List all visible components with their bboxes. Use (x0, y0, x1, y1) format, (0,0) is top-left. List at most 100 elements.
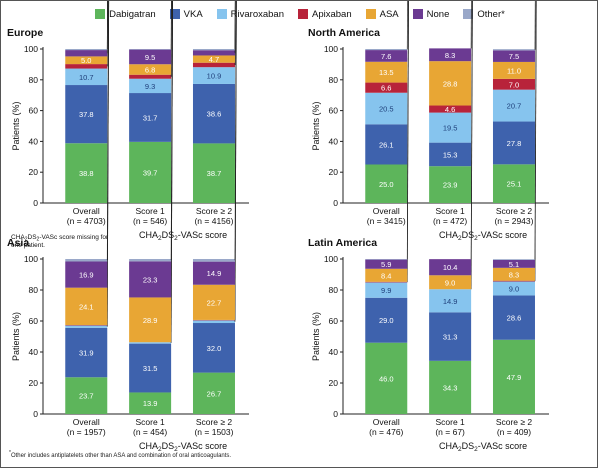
bar-segment (192, 261, 235, 285)
data-label: 23.9 (443, 181, 458, 190)
data-label: 25.1 (507, 180, 522, 189)
chart-note: CHA2DS2-VASc score missing for (11, 234, 109, 243)
bar-segment (365, 282, 408, 298)
data-label: 26.7 (207, 389, 222, 398)
bar-segment (365, 297, 408, 343)
xlabel-part: -VASc score (178, 230, 227, 240)
bar-segment (65, 68, 108, 86)
xlabel-part: -VASc score (178, 441, 227, 451)
data-label: 27.8 (507, 139, 522, 148)
bar-segment (129, 74, 172, 79)
legend-swatch (365, 9, 376, 19)
x-tick-label: Score ≥ 2 (496, 417, 533, 427)
bar-segment (492, 164, 535, 203)
y-tick-label: 60 (329, 316, 339, 326)
bar-segment (492, 267, 535, 281)
chart-note-part: CHA (11, 234, 25, 241)
data-label: 31.9 (79, 349, 94, 358)
bar-segment (365, 92, 408, 125)
legend-item-asa: ASA (365, 9, 399, 20)
data-label: 47.9 (507, 373, 522, 382)
legend-swatch (463, 9, 474, 19)
data-label: 37.8 (79, 110, 94, 119)
bar-segment (365, 259, 408, 269)
data-label: 7.0 (509, 80, 519, 89)
bar-segment (65, 64, 108, 69)
data-label: 9.0 (445, 278, 455, 287)
y-tick-label: 0 (333, 198, 338, 208)
bar-segment (429, 289, 472, 313)
bar-segment (429, 259, 472, 276)
x-tick-n: (n = 454) (133, 427, 167, 437)
legend: Dabigatran VKA Rivaroxaban Apixaban ASA None O… (1, 4, 599, 24)
xlabel-part: CHA (439, 441, 458, 451)
bar-segment (129, 392, 172, 414)
data-label: 16.9 (79, 271, 94, 280)
data-label: 4.7 (209, 55, 219, 64)
xlabel-part: 2 (158, 235, 162, 242)
x-tick-n: (n = 4703) (67, 216, 106, 226)
xlabel-part: 2 (458, 235, 462, 242)
bar-segment (65, 325, 108, 328)
data-label: 8.4 (381, 271, 391, 280)
bar-segment (492, 259, 535, 268)
bar-segment (365, 49, 408, 51)
xlabel-part: -VASc score (478, 441, 527, 451)
bar-segment (65, 50, 108, 57)
bar-segment (492, 50, 535, 62)
legend-item-apixaban: Apixaban (298, 9, 352, 20)
x-tick-n: (n = 472) (433, 216, 467, 226)
bar-segment (365, 281, 408, 283)
y-tick-label: 20 (329, 378, 339, 388)
bar-segment (429, 275, 472, 290)
bar-segment (492, 259, 535, 260)
label-leader (106, 1, 109, 261)
x-tick-label: Overall (73, 417, 100, 427)
chart-note-part: 2 (37, 237, 40, 243)
xlabel-part: DS (162, 230, 175, 240)
y-tick-label: 100 (24, 44, 38, 54)
x-axis-label: CHA2DS2-VASc score (439, 441, 527, 453)
chart-note-part: DS (28, 234, 38, 241)
bar-segment (192, 372, 235, 414)
data-label: 8.3 (509, 270, 519, 279)
y-tick-label: 20 (329, 167, 339, 177)
chart-note-part: 2 (25, 237, 28, 243)
legend-label: Dabigatran (109, 8, 156, 20)
label-leader (534, 1, 537, 260)
legend-swatch (412, 9, 423, 19)
bar-segment (365, 164, 408, 203)
footnote-marker: * (9, 450, 11, 456)
bar-segment (429, 312, 472, 361)
bar-segment (492, 89, 535, 122)
data-label: 22.7 (207, 298, 222, 307)
bar-segment (65, 85, 108, 144)
x-tick-label: Overall (73, 206, 100, 216)
bar-segment (492, 78, 535, 90)
xlabel-part: CHA (139, 441, 158, 451)
chart-note-part: -VASc score missing for (39, 234, 109, 241)
legend-swatch (169, 9, 180, 19)
data-label: 29.0 (379, 316, 394, 325)
bar-segment (192, 259, 235, 262)
y-tick-label: 20 (29, 167, 39, 177)
data-label: 34.3 (443, 383, 458, 392)
bar-segment (192, 284, 235, 320)
x-axis-label: CHA2DS2-VASc score (139, 441, 227, 453)
y-tick-label: 80 (329, 285, 339, 295)
bar-segment (192, 55, 235, 63)
bar-segment (65, 143, 108, 203)
x-tick-n: (n = 1503) (194, 427, 233, 437)
data-label: 5.0 (81, 56, 91, 65)
bar-segment (192, 67, 235, 84)
xlabel-part: CHA (439, 230, 458, 240)
data-label: 31.7 (143, 113, 158, 122)
y-tick-label: 0 (33, 198, 38, 208)
bar-segment (129, 64, 172, 75)
bar-segment (429, 112, 472, 143)
y-tick-label: 100 (324, 254, 338, 264)
bar-segment (492, 281, 535, 296)
